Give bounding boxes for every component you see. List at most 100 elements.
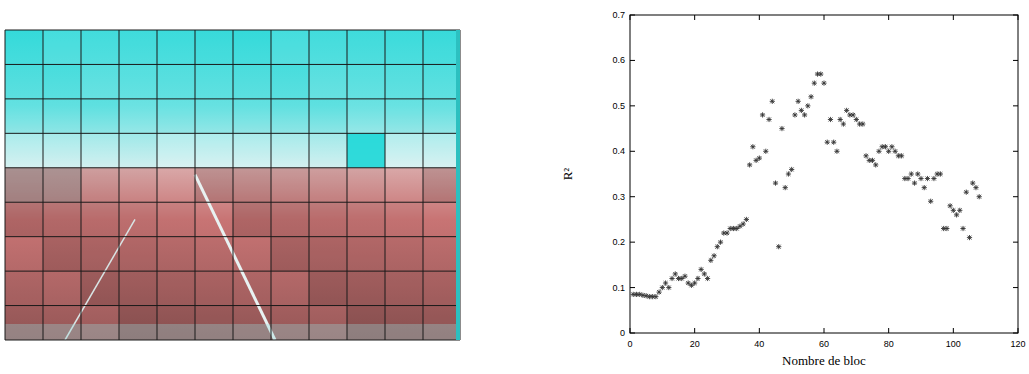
point (741, 221, 746, 226)
photo-cell (43, 133, 81, 167)
photo-cell (271, 30, 309, 64)
y-tick-label: 0.4 (612, 146, 625, 156)
photo-cell (119, 237, 157, 271)
point (744, 217, 749, 222)
photo-cell (423, 133, 460, 167)
photo-cell (157, 237, 195, 271)
photo-cell (423, 64, 460, 98)
photo-cell (43, 30, 81, 64)
point (663, 280, 668, 285)
point (808, 94, 813, 99)
y-tick (1013, 333, 1018, 334)
point (834, 149, 839, 154)
point (689, 283, 694, 288)
block-grid-line (5, 98, 460, 99)
x-tick (888, 328, 889, 333)
point (786, 171, 791, 176)
photo-cell (119, 271, 157, 305)
block-grid-line (5, 167, 460, 168)
block-grid-line (5, 64, 460, 65)
photo-cell (385, 202, 423, 236)
y-tick (1013, 15, 1018, 16)
point (724, 230, 729, 235)
photo-cell (423, 168, 460, 202)
y-tick (1013, 105, 1018, 106)
point (951, 208, 956, 213)
block-grid-line (195, 30, 196, 340)
x-tick (824, 15, 825, 20)
photo-cell (423, 237, 460, 271)
photo-cell (385, 237, 423, 271)
photo-cell (157, 99, 195, 133)
photo-cell (347, 99, 385, 133)
block-grid-line (81, 30, 82, 340)
point (821, 81, 826, 86)
y-tick (1013, 196, 1018, 197)
photo-cell (233, 133, 271, 167)
point (928, 199, 933, 204)
photo-cell (195, 99, 233, 133)
photo-cell (233, 30, 271, 64)
photo-cell (5, 30, 43, 64)
photo-cell (271, 99, 309, 133)
point (844, 108, 849, 113)
photo-cell (233, 202, 271, 236)
block-grid-line (43, 30, 44, 340)
block-grid-line (347, 30, 348, 340)
point (973, 185, 978, 190)
point (653, 294, 658, 299)
point (799, 108, 804, 113)
point (912, 180, 917, 185)
photo-cell (5, 64, 43, 98)
point (695, 276, 700, 281)
y-tick-label: 0.2 (612, 237, 625, 247)
photo-cell (347, 30, 385, 64)
block-grid-line (309, 30, 310, 340)
photo-cell (385, 30, 423, 64)
photo-cell (157, 64, 195, 98)
point (838, 117, 843, 122)
point (796, 99, 801, 104)
photo-cell (43, 99, 81, 133)
point (873, 162, 878, 167)
photo-cell (157, 30, 195, 64)
x-tick-label: 100 (946, 339, 961, 349)
x-tick (759, 328, 760, 333)
point (779, 126, 784, 131)
photo-cell (309, 64, 347, 98)
block-grid-line (119, 30, 120, 340)
point (666, 285, 671, 290)
y-tick (630, 242, 635, 243)
block-grid-line (233, 30, 234, 340)
photo-cell (309, 30, 347, 64)
block-grid-line (385, 30, 386, 340)
point (841, 121, 846, 126)
y-tick-label: 0.3 (612, 192, 625, 202)
photo-cell (119, 30, 157, 64)
photo-cell (195, 64, 233, 98)
photo-cell (233, 64, 271, 98)
point (960, 226, 965, 231)
point (763, 149, 768, 154)
road (65, 219, 135, 340)
point (825, 140, 830, 145)
block-grid-line (5, 340, 460, 341)
photo-cell (43, 64, 81, 98)
photo-cell (271, 202, 309, 236)
photo-cell (271, 271, 309, 305)
point (708, 258, 713, 263)
x-tick-label: 40 (754, 339, 764, 349)
photo-cell (81, 168, 119, 202)
point (970, 180, 975, 185)
photo-cell (385, 133, 423, 167)
x-tick (953, 328, 954, 333)
y-tick (1013, 242, 1018, 243)
x-tick (694, 15, 695, 20)
photo-cell (81, 64, 119, 98)
point (673, 271, 678, 276)
y-tick (630, 60, 635, 61)
points (631, 71, 982, 299)
photo-cell (385, 168, 423, 202)
y-tick (630, 15, 635, 16)
point (831, 140, 836, 145)
